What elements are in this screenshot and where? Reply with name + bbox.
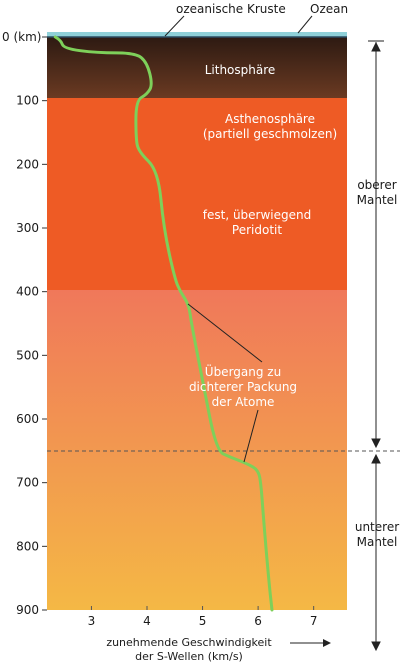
transition-pointer-upper <box>187 303 263 363</box>
peridotit-label-line2: Peridotit <box>232 223 282 237</box>
ocean-layer <box>47 32 347 37</box>
velocity-tick-label: 3 <box>88 614 96 628</box>
depth-tick-label: 500 <box>16 348 39 362</box>
upper-mantle-bracket <box>368 40 384 449</box>
upper-mantle-label-line1: oberer <box>357 178 396 192</box>
ocean-label: Ozean <box>310 2 348 16</box>
transition-label-line1: Übergang zu <box>205 363 281 379</box>
transition-label-line2: dichterer Packung <box>189 380 297 394</box>
lithosphere-label: Lithosphäre <box>205 63 276 77</box>
depth-tick-label: 100 <box>16 94 39 108</box>
ocean-crust-pointer <box>164 15 185 37</box>
velocity-tick-label: 7 <box>310 614 318 628</box>
x-axis-label-line1: zunehmende Geschwindigkeit <box>106 636 272 649</box>
lithosphere-layer <box>47 37 347 98</box>
lower-mantle-label-line2: Mantel <box>357 535 398 549</box>
s-wave-velocity-curve <box>53 35 274 612</box>
velocity-tick-marks <box>90 606 315 610</box>
transition-pointer-lower <box>243 409 259 463</box>
depth-tick-marks <box>42 36 47 611</box>
velocity-tick-label: 6 <box>254 614 262 628</box>
upper-mantle-label-line2: Mantel <box>357 193 398 207</box>
ocean-crust-label: ozeanische Kruste <box>176 2 286 16</box>
transition-label-line3: der Atome <box>212 395 275 409</box>
depth-tick-label: 400 <box>16 285 39 299</box>
asthenosphere-layer <box>47 98 347 290</box>
velocity-tick-label: 4 <box>143 614 151 628</box>
depth-tick-label: 900 <box>16 603 39 617</box>
velocity-tick-label: 5 <box>199 614 207 628</box>
x-axis-arrow <box>290 639 331 647</box>
asthenosphere-label: Asthenosphäre <box>225 112 315 126</box>
asthenosphere-sublabel: (partiell geschmolzen) <box>203 127 337 141</box>
depth-tick-label: 700 <box>16 476 39 490</box>
lower-mantle-bracket <box>371 453 381 652</box>
depth-tick-label: 0 (km) <box>2 30 41 44</box>
depth-tick-label: 300 <box>16 221 39 235</box>
lower-mantle-label-line1: unterer <box>355 520 399 534</box>
x-axis-label-line2: der S-Wellen (km/s) <box>135 650 243 663</box>
transition-and-lower-mantle-layer <box>47 290 347 610</box>
depth-tick-label: 600 <box>16 412 39 426</box>
depth-tick-label: 800 <box>16 539 39 553</box>
peridotit-label-line1: fest, überwiegend <box>203 208 312 222</box>
ocean-pointer <box>297 15 313 34</box>
depth-tick-label: 200 <box>16 157 39 171</box>
